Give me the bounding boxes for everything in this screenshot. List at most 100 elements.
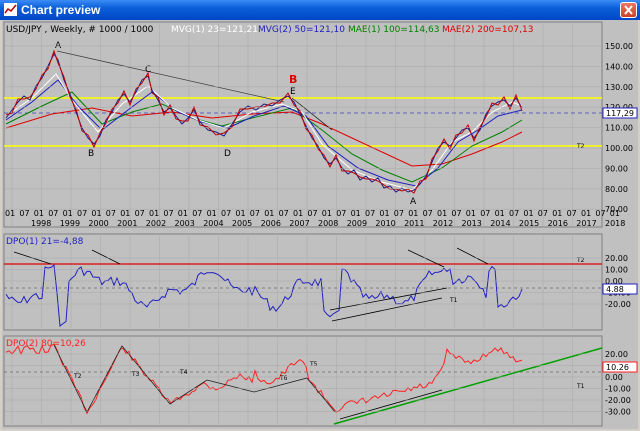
y-tick-label: 80.00 <box>605 185 628 194</box>
mvg2-line <box>5 79 523 187</box>
month-tick-label: 07 <box>595 209 605 218</box>
month-tick-label: 01 <box>178 209 188 218</box>
dpo2-value: 10.26 <box>606 363 629 372</box>
dpo2-t-label: T2 <box>73 373 82 380</box>
year-tick-label: 2013 <box>462 219 482 228</box>
mvg1-label: MVG(1) 23=121,21 <box>171 25 258 35</box>
month-tick-label: 01 <box>120 209 130 218</box>
y-tick-label: 10.00 <box>605 266 628 275</box>
year-tick-label: 2016 <box>548 219 568 228</box>
dpo2-t-label: T4 <box>179 369 188 376</box>
month-tick-label: 07 <box>279 209 289 218</box>
chart-canvas: USD/JPY , Weekly, # 1000 / 1000 MVG(1) 2… <box>3 21 638 427</box>
month-tick-label: 07 <box>221 209 231 218</box>
title-bar: Chart preview <box>0 0 640 20</box>
month-tick-label: 07 <box>106 209 116 218</box>
month-tick-label: 01 <box>91 209 101 218</box>
mae1-label: MAE(1) 100=114,63 <box>348 25 439 35</box>
y-tick-label: -10.00 <box>605 385 631 394</box>
month-tick-label: 07 <box>163 209 173 218</box>
month-tick-label: 07 <box>394 209 404 218</box>
month-tick-label: 07 <box>307 209 317 218</box>
dpo2-title: DPO(2) 80=10,26 <box>6 339 86 349</box>
month-tick-label: 07 <box>336 209 346 218</box>
dpo2-wave-lines <box>53 344 336 413</box>
y-tick-label: -30.00 <box>605 408 631 417</box>
symbol-label: USD/JPY , Weekly, # 1000 / 1000 <box>6 25 154 35</box>
dpo2-t-label: T6 <box>279 375 288 382</box>
y-tick-label: 0.00 <box>605 277 623 286</box>
dpo1-t2-label: T2 <box>576 257 585 264</box>
y-tick-label: 20.00 <box>605 254 628 263</box>
month-tick-label: 01 <box>437 209 447 218</box>
y-tick-label: 110.00 <box>605 124 633 133</box>
month-tick-label: 07 <box>451 209 461 218</box>
year-tick-label: 2017 <box>576 219 596 228</box>
month-tick-label: 01 <box>5 209 15 218</box>
dpo1-line <box>5 264 523 327</box>
price-bars-red <box>5 49 523 194</box>
dpo1-value: 4.88 <box>606 285 624 294</box>
month-tick-label: 01 <box>581 209 591 218</box>
y-tick-label: -20.00 <box>605 300 631 309</box>
month-tick-label: 07 <box>77 209 87 218</box>
dpo2-line <box>5 343 523 415</box>
year-tick-label: 2005 <box>232 219 252 228</box>
y-tick-label: 150.00 <box>605 42 633 51</box>
t2-label: T2 <box>576 143 585 150</box>
month-tick-label: 07 <box>509 209 519 218</box>
year-tick-label: 2004 <box>203 219 223 228</box>
year-tick-label: 2006 <box>261 219 281 228</box>
close-button[interactable] <box>620 2 637 18</box>
y-tick-label: 70.00 <box>605 205 628 214</box>
year-tick-label: 2014 <box>490 219 510 228</box>
year-tick-label: 2011 <box>404 219 424 228</box>
dpo2-t-label: T3 <box>131 371 140 378</box>
month-tick-label: 07 <box>423 209 433 218</box>
dpo1-panel <box>3 233 603 331</box>
year-tick-label: 2008 <box>318 219 338 228</box>
month-tick-label: 01 <box>466 209 476 218</box>
month-tick-label: 01 <box>408 209 418 218</box>
wave-label-c: C <box>145 65 151 75</box>
price-value-box <box>602 107 638 119</box>
month-tick-label: 07 <box>48 209 58 218</box>
month-tick-label: 01 <box>207 209 217 218</box>
dpo1-value-box <box>602 283 638 295</box>
mvg1-line <box>5 73 523 191</box>
dpo1-title: DPO(1) 21=-4,88 <box>6 237 84 247</box>
mvg2-label: MVG(2) 50=121,10 <box>258 25 345 35</box>
mae2-label: MAE(2) 200=107,13 <box>442 25 533 35</box>
month-tick-label: 01 <box>63 209 73 218</box>
y-tick-label: 100.00 <box>605 144 633 153</box>
year-tick-label: 2012 <box>433 219 453 228</box>
wave-label-d: D <box>224 149 231 159</box>
mae1-line <box>5 91 523 183</box>
y-tick-label: 20.00 <box>605 350 628 359</box>
month-tick-label: 07 <box>567 209 577 218</box>
wave-label-b1: B <box>88 149 94 159</box>
chart-frame: USD/JPY , Weekly, # 1000 / 1000 MVG(1) 2… <box>2 20 638 429</box>
price-value: 117,29 <box>606 109 634 118</box>
y-tick-label: 130.00 <box>605 83 633 92</box>
dpo1-t1-label: T1 <box>449 297 458 304</box>
wave-label-e: E <box>290 87 296 97</box>
wave-label-b2: B <box>289 73 297 86</box>
year-tick-label: 2015 <box>519 219 539 228</box>
month-tick-label: 01 <box>552 209 562 218</box>
y-tick-label: -20.00 <box>605 396 631 405</box>
dpo2-panel <box>3 335 603 427</box>
year-tick-label: 2007 <box>289 219 309 228</box>
month-tick-label: 01 <box>149 209 159 218</box>
month-tick-label: 07 <box>250 209 260 218</box>
month-tick-label: 07 <box>192 209 202 218</box>
month-tick-label: 07 <box>19 209 29 218</box>
month-tick-label: 01 <box>34 209 44 218</box>
year-tick-label: 2000 <box>88 219 108 228</box>
year-tick-label: 1998 <box>31 219 51 228</box>
dpo2-value-box <box>602 361 638 373</box>
y-tick-label: 90.00 <box>605 164 628 173</box>
dpo2-t-label: T5 <box>309 361 318 368</box>
year-tick-label: 2002 <box>146 219 166 228</box>
month-tick-label: 07 <box>538 209 548 218</box>
